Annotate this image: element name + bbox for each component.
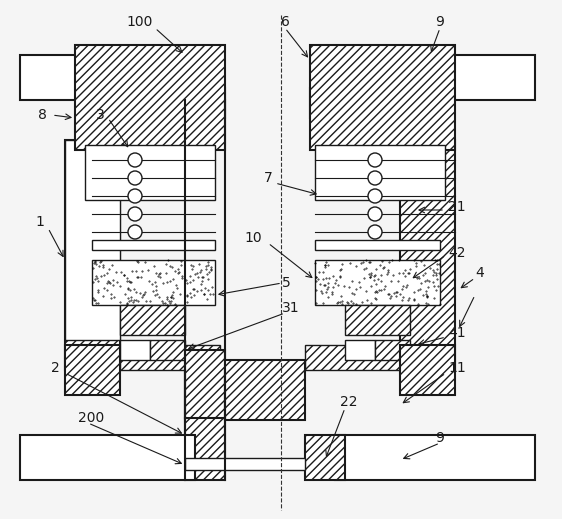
Circle shape [368, 207, 382, 221]
Bar [315, 260, 440, 305]
Text: 5: 5 [282, 276, 291, 290]
Circle shape [368, 225, 382, 239]
Text: 1: 1 [35, 215, 44, 229]
Text: 11: 11 [448, 361, 466, 375]
Text: 7: 7 [264, 171, 273, 185]
Bar [75, 45, 225, 150]
Bar [310, 88, 425, 118]
Text: 8: 8 [38, 108, 47, 122]
Bar [225, 360, 305, 420]
Bar [92, 260, 215, 305]
Text: 2: 2 [51, 361, 60, 375]
Bar [310, 45, 455, 150]
Bar [185, 350, 225, 480]
Circle shape [128, 207, 142, 221]
Bar [65, 140, 120, 340]
Bar [400, 140, 455, 370]
Text: 10: 10 [244, 231, 262, 245]
Text: 41: 41 [448, 326, 466, 340]
Bar [120, 345, 220, 370]
Bar [65, 345, 120, 395]
Circle shape [128, 189, 142, 203]
Text: 22: 22 [340, 395, 357, 409]
Text: 42: 42 [448, 246, 465, 260]
Bar [315, 240, 440, 250]
Text: 3: 3 [96, 108, 105, 122]
Text: 6: 6 [280, 15, 289, 29]
Bar [20, 55, 195, 100]
Bar [150, 340, 185, 360]
Text: 4: 4 [475, 266, 484, 280]
Circle shape [368, 189, 382, 203]
Text: 31: 31 [282, 301, 300, 315]
Text: 200: 200 [78, 411, 104, 425]
Circle shape [128, 225, 142, 239]
Bar [335, 55, 535, 100]
Text: 100: 100 [127, 15, 153, 29]
Bar [20, 435, 195, 480]
Bar [305, 345, 405, 370]
Bar [335, 435, 535, 480]
Bar [85, 145, 215, 200]
Text: 21: 21 [448, 200, 466, 214]
Bar [120, 340, 150, 360]
Circle shape [368, 171, 382, 185]
Bar [65, 140, 120, 370]
Text: 9: 9 [436, 431, 445, 445]
Bar [110, 88, 225, 118]
Circle shape [368, 153, 382, 167]
Bar [185, 458, 305, 470]
Bar [315, 145, 445, 200]
Circle shape [128, 153, 142, 167]
Bar [120, 305, 185, 335]
Bar [400, 345, 455, 395]
Bar [345, 340, 375, 360]
Bar [92, 240, 215, 250]
Bar [375, 340, 410, 360]
Text: 9: 9 [436, 15, 445, 29]
Bar [305, 435, 345, 480]
Circle shape [128, 171, 142, 185]
Bar [345, 305, 410, 335]
